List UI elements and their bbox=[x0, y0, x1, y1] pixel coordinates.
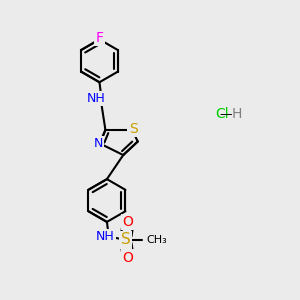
Text: N: N bbox=[94, 137, 103, 150]
Text: O: O bbox=[123, 215, 134, 229]
Text: S: S bbox=[121, 232, 130, 247]
Text: H: H bbox=[232, 107, 242, 121]
Text: O: O bbox=[123, 250, 134, 265]
Text: F: F bbox=[95, 31, 104, 45]
Text: NH: NH bbox=[96, 230, 115, 243]
Text: CH₃: CH₃ bbox=[146, 235, 167, 245]
Text: —: — bbox=[220, 108, 232, 121]
Text: S: S bbox=[129, 122, 137, 136]
Text: NH: NH bbox=[87, 92, 106, 105]
Text: Cl: Cl bbox=[215, 107, 229, 121]
